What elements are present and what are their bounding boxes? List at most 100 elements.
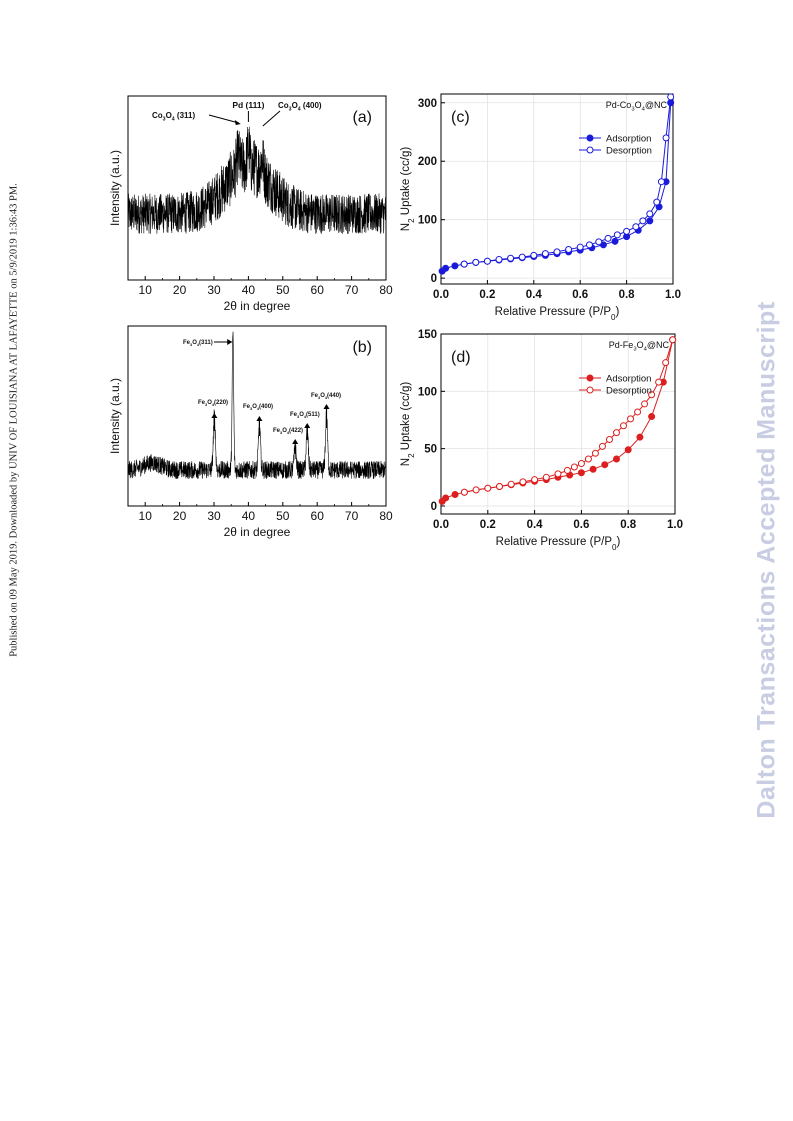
data-point-desorption (613, 231, 621, 239)
y-axis-label-d: N2 Uptake (cc/g) (400, 382, 416, 467)
y-tick-label-c: 100 (418, 215, 437, 227)
xrd-pattern-b (127, 331, 387, 480)
peak-label-fe3o4-440: Fe3O4(440) (311, 393, 341, 400)
data-point-desorption (598, 442, 606, 450)
data-point-desorption (662, 134, 670, 142)
x-tick-label-c: 0.2 (479, 289, 495, 301)
xrd-pattern-a (127, 126, 387, 234)
data-point-desorption (648, 391, 656, 399)
y-tick-label-d: 100 (418, 386, 437, 398)
arrowhead-icon (234, 120, 241, 125)
data-point-desorption (627, 415, 635, 423)
y-tick-label-c: 300 (418, 98, 437, 110)
peak-label-co3o4-400: Co3O4 (400) (278, 101, 322, 112)
data-point-desorption (657, 178, 665, 186)
x-axis-label-b: 2θ in degree (224, 525, 291, 539)
data-point-desorption (605, 435, 613, 443)
peak-label-fe3o4-400: Fe3O4(400) (243, 404, 273, 411)
x-tick-label-c: 0.8 (619, 289, 636, 301)
panel-label-c: (c) (451, 109, 470, 126)
y-tick-label-d: 150 (418, 329, 437, 341)
data-point-adsorption (451, 491, 459, 499)
legend-marker-adsorption (586, 134, 594, 142)
x-tick-label-b: 70 (345, 509, 359, 523)
x-tick-label-a: 70 (345, 283, 359, 297)
peak-label-fe3o4-511: Fe3O4(511) (290, 412, 320, 419)
x-tick-label-b: 50 (276, 509, 290, 523)
x-tick-label-d: 0.4 (527, 519, 544, 531)
x-tick-label-a: 50 (276, 283, 290, 297)
x-tick-label-d: 0.8 (620, 519, 637, 531)
plot-frame-a (127, 95, 387, 281)
peak-label-fe3o4-311: Fe3O4(311) (183, 340, 213, 347)
peak-arrow (208, 114, 239, 124)
data-point-desorption (585, 241, 593, 249)
data-point-desorption (518, 253, 526, 261)
data-point-desorption (623, 227, 631, 235)
plot-frame-c (440, 93, 674, 285)
legend-label-adsorption: Adsorption (606, 134, 651, 145)
x-tick-label-a: 80 (379, 283, 393, 297)
arrowhead-icon (304, 423, 311, 428)
x-tick-label-d: 0.2 (480, 519, 496, 531)
data-point-adsorption (611, 237, 619, 245)
x-tick-label-d: 1.0 (667, 519, 683, 531)
legend-label-adsorption: Adsorption (606, 374, 651, 385)
data-point-desorption (460, 488, 468, 496)
isotherm-chart-d: 0.0 0.2 0.4 0.6 0.8 1.0 0 50 100 150 Relative Pres… (400, 329, 683, 552)
data-point-desorption (565, 246, 573, 254)
data-point-desorption (584, 455, 592, 463)
x-tick-label-b: 30 (207, 509, 221, 523)
data-point-desorption (472, 258, 480, 266)
arrowhead-icon (323, 404, 330, 409)
data-point-desorption (595, 238, 603, 246)
data-point-desorption (669, 336, 677, 344)
y-tick-label-d: 50 (424, 444, 437, 456)
xrd-chart-a: 10 20 30 40 50 60 70 80 2θ in degree Intensity (a… (108, 95, 393, 313)
data-point-desorption (460, 260, 468, 268)
data-point-desorption (604, 234, 612, 242)
data-point-desorption (531, 476, 539, 484)
data-point-adsorption (601, 461, 609, 469)
x-axis-label-c: Relative Pressure (P/P0) (495, 306, 620, 322)
data-point-desorption (472, 486, 480, 494)
x-axis-label-a: 2θ in degree (224, 299, 291, 313)
data-point-adsorption (451, 262, 459, 270)
data-point-adsorption (589, 465, 597, 473)
x-tick-label-a: 20 (173, 283, 187, 297)
data-point-desorption (662, 359, 670, 367)
arrowhead-icon (256, 416, 263, 421)
y-tick-label-c: 200 (418, 156, 437, 168)
data-point-desorption (553, 248, 561, 256)
x-tick-label-d: 0.6 (573, 519, 589, 531)
data-point-desorption (483, 257, 491, 265)
data-point-adsorption (624, 446, 632, 454)
panel-label-b: (b) (352, 339, 372, 356)
x-tick-label-c: 0.0 (433, 289, 449, 301)
data-point-desorption (484, 484, 492, 492)
download-notice: Published on 09 May 2019. Downloaded by … (8, 183, 20, 657)
data-point-desorption (632, 223, 640, 231)
xrd-chart-b: 10 20 30 40 50 60 70 80 2θ in degree Intensity (a… (108, 325, 393, 539)
y-tick-label-d: 0 (431, 501, 437, 513)
data-point-adsorption (577, 469, 585, 477)
data-point-desorption (641, 400, 649, 408)
arrowhead-icon (292, 439, 299, 444)
data-point-desorption (542, 473, 550, 481)
data-point-desorption (634, 408, 642, 416)
data-point-desorption (653, 198, 661, 206)
panel-label-d: (d) (451, 349, 471, 366)
data-point-desorption (541, 250, 549, 258)
x-axis-label-d: Relative Pressure (P/P0) (496, 536, 621, 552)
data-point-desorption (496, 482, 503, 490)
data-point-desorption (620, 422, 628, 430)
data-point-adsorption (646, 217, 654, 225)
plot-area-d (441, 334, 675, 514)
data-point-desorption (613, 429, 620, 437)
arrowhead-icon (227, 339, 233, 345)
panel-label-a: (a) (352, 109, 372, 126)
data-point-desorption (667, 93, 675, 101)
plot-frame-d (440, 333, 676, 515)
legend-marker-adsorption (586, 374, 594, 382)
y-axis-label-b: Intensity (a.u.) (108, 378, 122, 454)
